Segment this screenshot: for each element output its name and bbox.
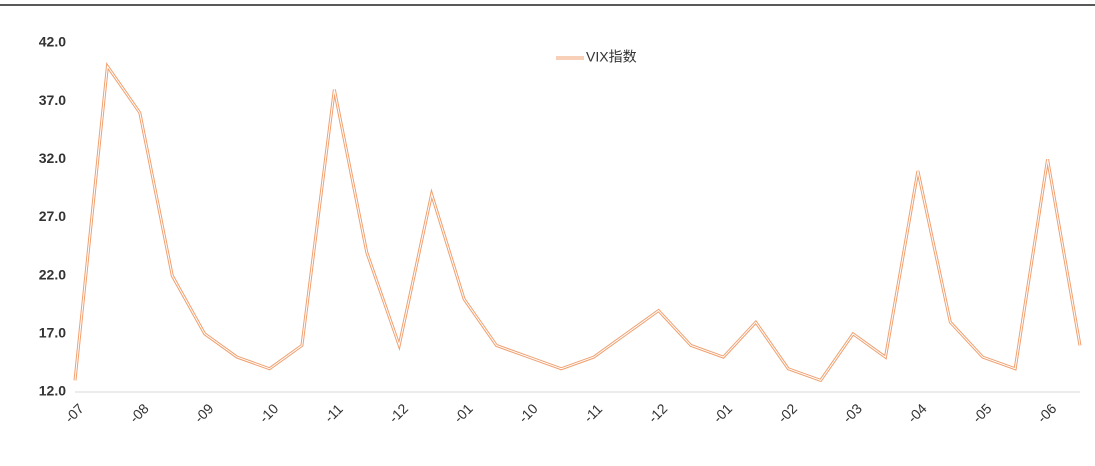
x-tick-label: -01 [710, 400, 736, 426]
x-tick-label: -10 [256, 400, 282, 426]
y-tick-label: 12.0 [39, 383, 66, 399]
y-tick-label: 37.0 [39, 92, 66, 108]
x-tick-label: -03 [839, 400, 865, 426]
x-tick-label: -07 [61, 400, 87, 426]
x-tick-label: -12 [645, 400, 671, 426]
y-tick-label: 22.0 [39, 266, 66, 282]
x-tick-label: -02 [774, 400, 800, 426]
y-tick-label: 42.0 [39, 34, 66, 50]
x-tick-label: -06 [1034, 400, 1060, 426]
vix-line-inner [75, 66, 1080, 380]
x-tick-label: -11 [580, 400, 605, 425]
x-tick-label: -08 [126, 400, 152, 426]
x-tick-label: -04 [904, 400, 930, 426]
x-tick-label: -09 [191, 400, 217, 426]
x-tick-label: -10 [515, 400, 541, 426]
x-tick-label: -01 [450, 400, 476, 426]
legend-label: VIX指数 [586, 49, 637, 65]
x-tick-label: -11 [321, 400, 346, 425]
chart: 12.0 17.0 22.0 27.0 32.0 37.0 42.0 -07 -08 -09 -10… [0, 0, 1095, 466]
y-tick-label: 32.0 [39, 150, 66, 166]
y-tick-label: 27.0 [39, 208, 66, 224]
x-tick-label: -12 [385, 400, 411, 426]
y-tick-label: 17.0 [39, 325, 66, 341]
x-tick-label: -05 [969, 400, 995, 426]
